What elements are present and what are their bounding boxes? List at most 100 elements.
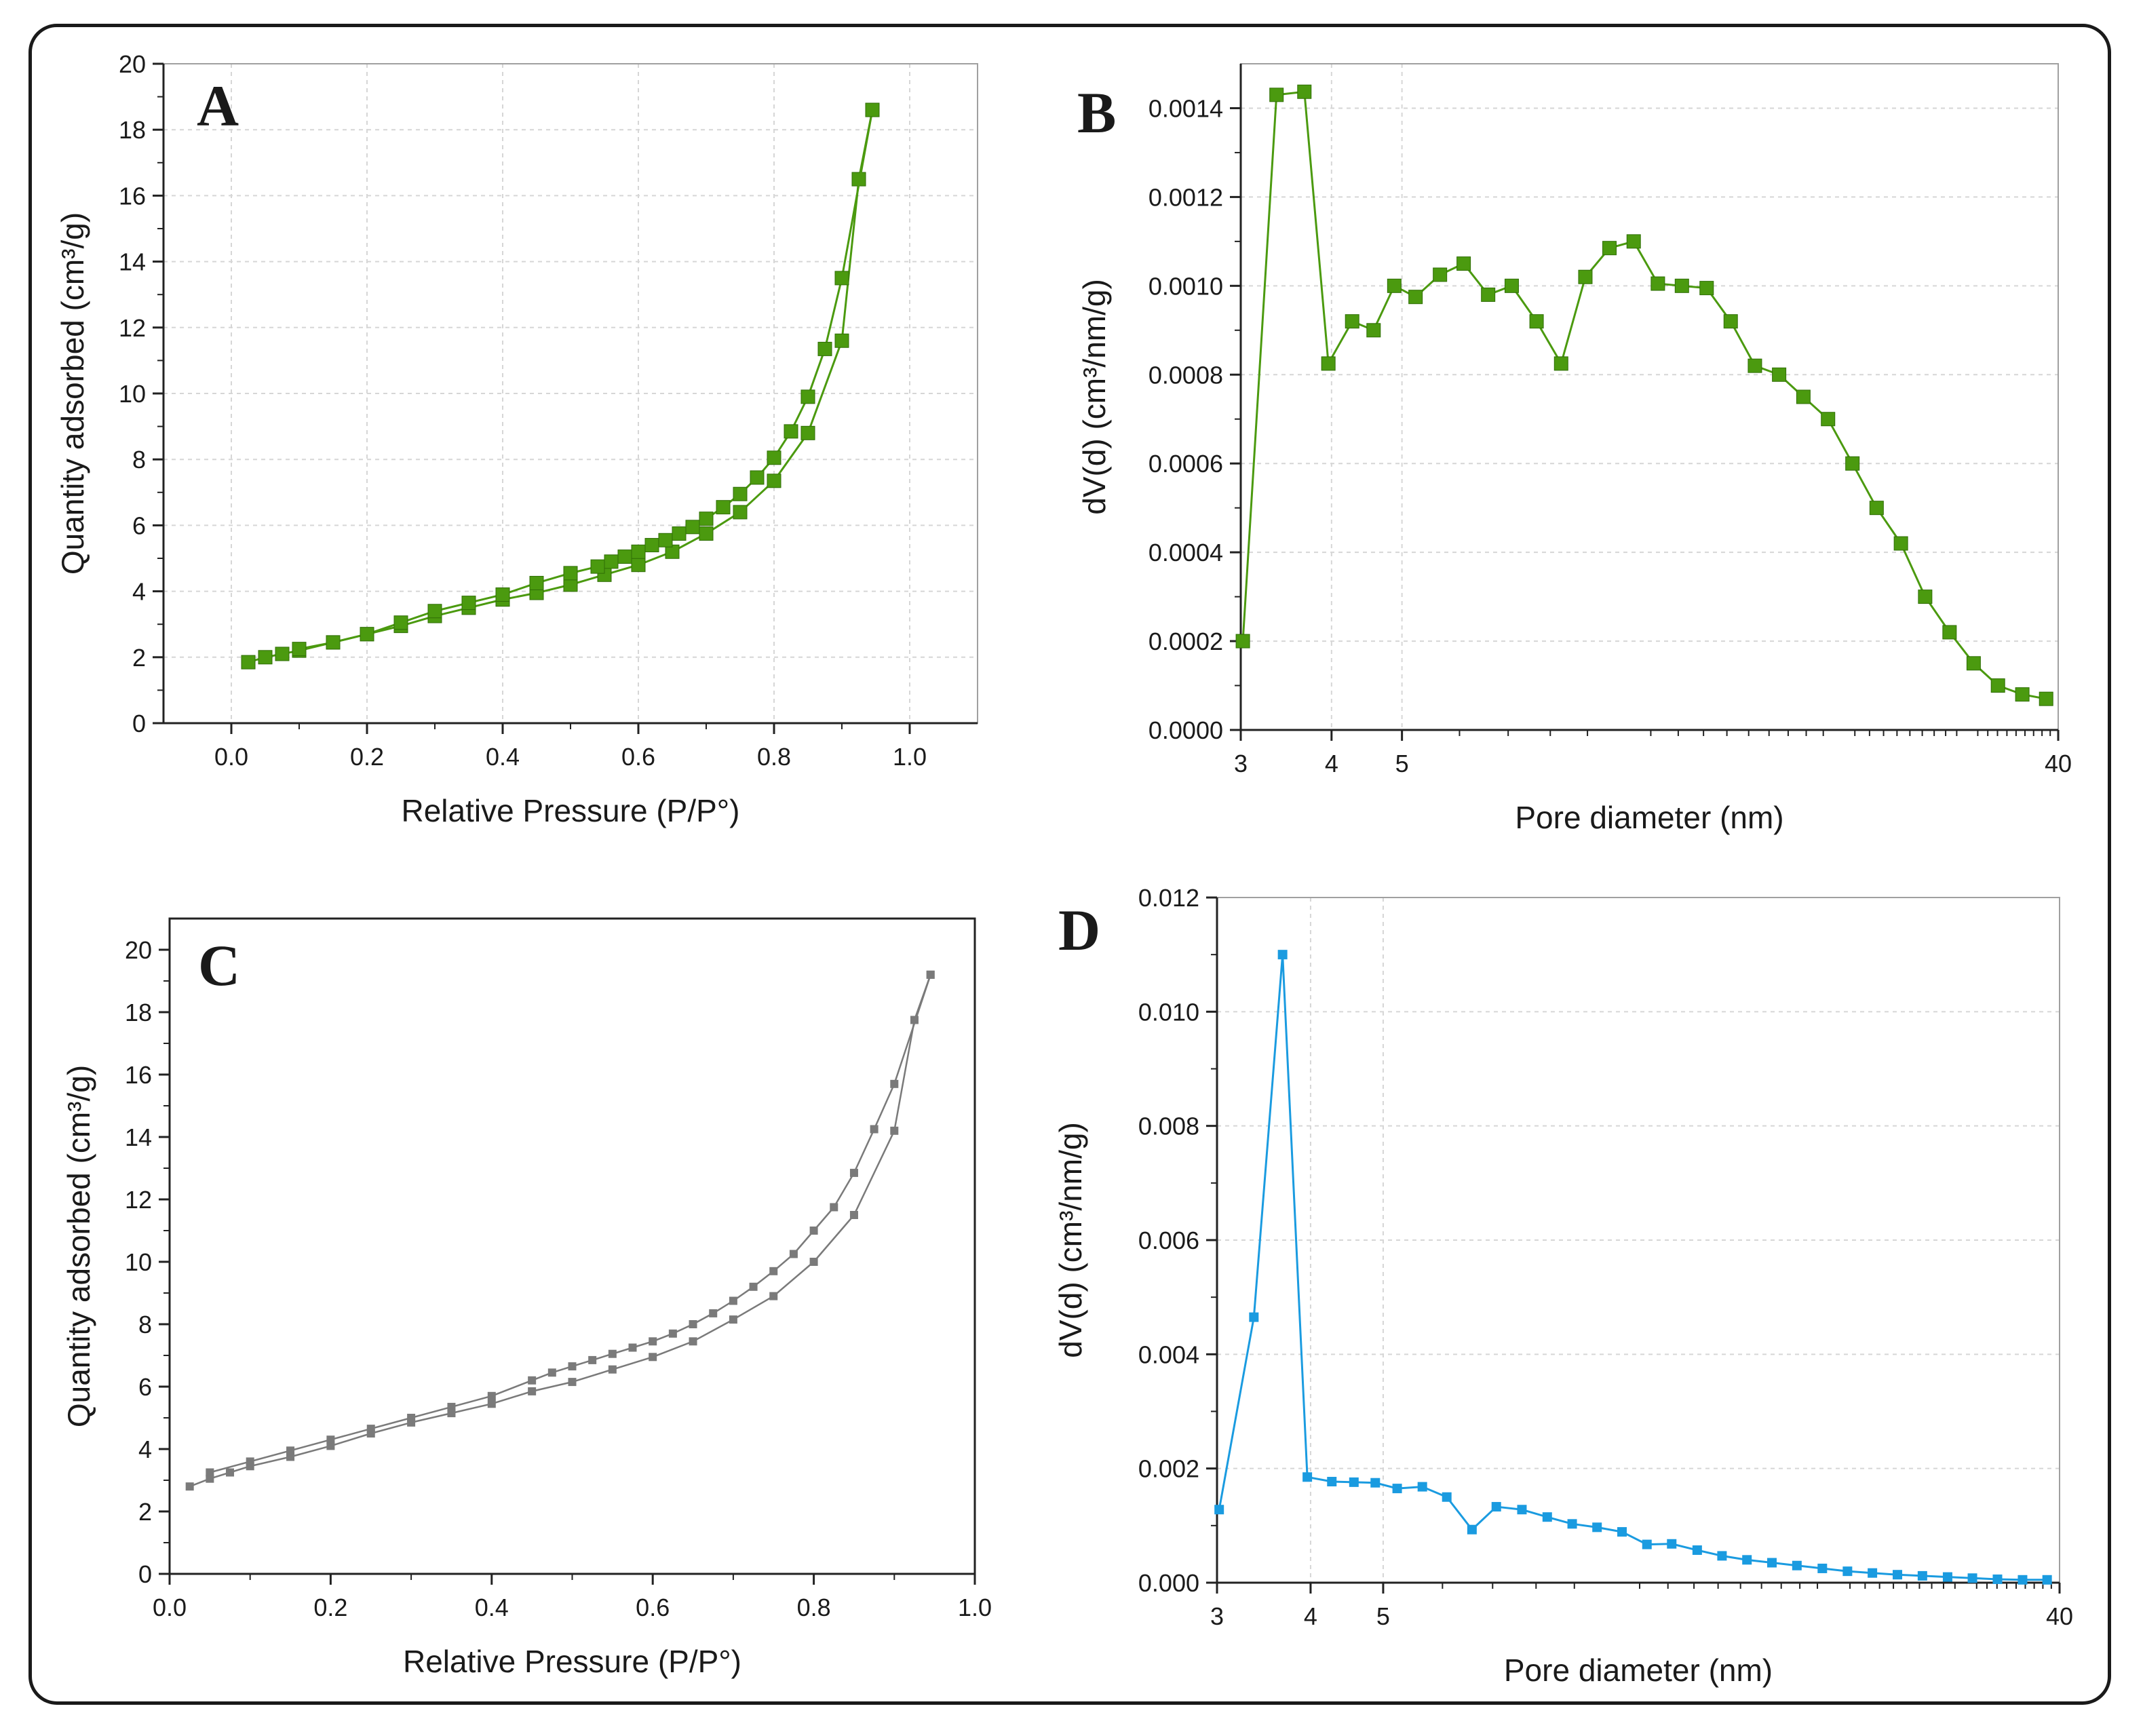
series-1 [185, 970, 935, 1491]
data-point [1504, 278, 1519, 293]
data-point [427, 604, 442, 619]
data-point [185, 1482, 194, 1491]
data-point [568, 1378, 577, 1387]
data-point [588, 1355, 597, 1364]
panel-label: C [198, 933, 240, 998]
data-point [749, 1282, 758, 1291]
plot-frame [168, 917, 976, 1575]
plot-frame [1216, 897, 2060, 1583]
data-point [258, 650, 273, 665]
data-point [1235, 634, 1250, 649]
data-point [631, 558, 646, 573]
x-tick-label: 1.0 [958, 1594, 992, 1621]
series-1 [1235, 84, 2053, 706]
data-point [590, 559, 605, 574]
data-point [849, 1211, 858, 1219]
series-2 [292, 102, 880, 657]
data-point [1214, 1505, 1224, 1515]
grid-lines [163, 64, 978, 723]
y-tick-label: 14 [119, 248, 146, 276]
y-tick-label: 16 [119, 182, 146, 210]
data-point [1349, 1477, 1359, 1487]
data-point [1366, 323, 1381, 338]
panel-label: D [1058, 898, 1100, 963]
data-point [1491, 1502, 1501, 1512]
y-tick-label: 0.000 [1138, 1569, 1199, 1597]
data-point [1642, 1539, 1652, 1549]
data-point [1692, 1545, 1702, 1556]
series-line [1218, 953, 2047, 1581]
x-tick-label: 0.2 [350, 743, 384, 771]
y-tick-label: 18 [125, 999, 152, 1026]
data-point [789, 1250, 798, 1258]
data-point [1917, 1570, 1927, 1581]
data-point [1796, 389, 1811, 404]
data-point [547, 1368, 556, 1377]
y-tick-label: 0.0010 [1148, 272, 1223, 300]
data-point [649, 1353, 657, 1362]
data-point [1992, 1574, 2003, 1584]
data-point [246, 1457, 254, 1466]
data-point [1821, 412, 1836, 427]
data-point [1667, 1539, 1677, 1549]
data-point [1967, 1573, 1977, 1583]
y-tick-label: 0.012 [1138, 884, 1199, 912]
y-tick-label: 2 [138, 1498, 152, 1526]
x-tick-label: 0.6 [636, 1594, 670, 1621]
data-point [1699, 281, 1714, 296]
y-tick-label: 0 [132, 710, 146, 737]
data-point [1327, 1477, 1337, 1487]
x-tick-label: 0.8 [797, 1594, 831, 1621]
y-tick-label: 8 [138, 1311, 152, 1338]
x-tick-label: 1.0 [893, 743, 927, 771]
x-tick-label: 40 [2046, 1602, 2073, 1630]
data-point [1893, 536, 1908, 551]
data-point [1269, 88, 1284, 102]
data-point [870, 1125, 879, 1134]
data-point [830, 1203, 838, 1212]
y-tick-label: 0.0006 [1148, 450, 1223, 478]
data-point [608, 1365, 617, 1374]
data-point [1674, 278, 1689, 293]
panel-label: B [1077, 80, 1116, 145]
x-tick-label: 40 [2045, 750, 2072, 777]
data-point [1433, 267, 1448, 282]
y-tick-label: 10 [119, 380, 146, 408]
x-tick-label: 0.2 [313, 1594, 347, 1621]
chart-panel-d: 3 4 5 40 0.000 0.002 0.004 0.006 0.008 0.010 0.012… [1053, 884, 2073, 1688]
x-tick-label: 4 [1325, 750, 1338, 777]
data-point [393, 615, 408, 630]
x-tick-label: 0.4 [486, 743, 520, 771]
data-point [729, 1315, 737, 1324]
data-point [769, 1292, 778, 1300]
data-point [1602, 241, 1617, 256]
data-point [461, 596, 476, 611]
data-point [563, 566, 578, 581]
series-line [189, 974, 931, 1488]
data-point [1717, 1551, 1727, 1561]
data-point [1942, 1572, 1952, 1582]
data-point [1408, 290, 1423, 305]
data-point [1529, 314, 1544, 329]
data-point [1542, 1512, 1552, 1522]
data-point [1345, 314, 1359, 329]
series-2 [206, 970, 935, 1477]
data-point [1567, 1519, 1577, 1529]
chart-panel-a: 0.0 0.2 0.4 0.6 0.8 1.0 0 2 4 6 8 10 12 14 16 18 20 Relat… [55, 50, 978, 828]
data-point [628, 1343, 637, 1352]
data-point [366, 1425, 375, 1433]
x-axis-label: Pore diameter (nm) [1504, 1653, 1773, 1688]
data-point [890, 1079, 899, 1088]
y-tick-label: 20 [125, 936, 152, 964]
data-point [1249, 1312, 1259, 1322]
x-tick-label: 5 [1376, 1602, 1390, 1630]
data-point [495, 587, 510, 602]
series-line [1241, 90, 2047, 700]
data-point [407, 1414, 416, 1422]
y-tick-label: 0.002 [1138, 1455, 1199, 1483]
y-tick-label: 0.0014 [1148, 94, 1223, 122]
data-point [1302, 1472, 1313, 1482]
chart-panel-c: 0.0 0.2 0.4 0.6 0.8 1.0 0 2 4 6 8 10 12 14 16 18 20 Relat… [61, 917, 992, 1679]
data-point [1456, 256, 1471, 271]
data-point [1742, 1555, 1752, 1565]
